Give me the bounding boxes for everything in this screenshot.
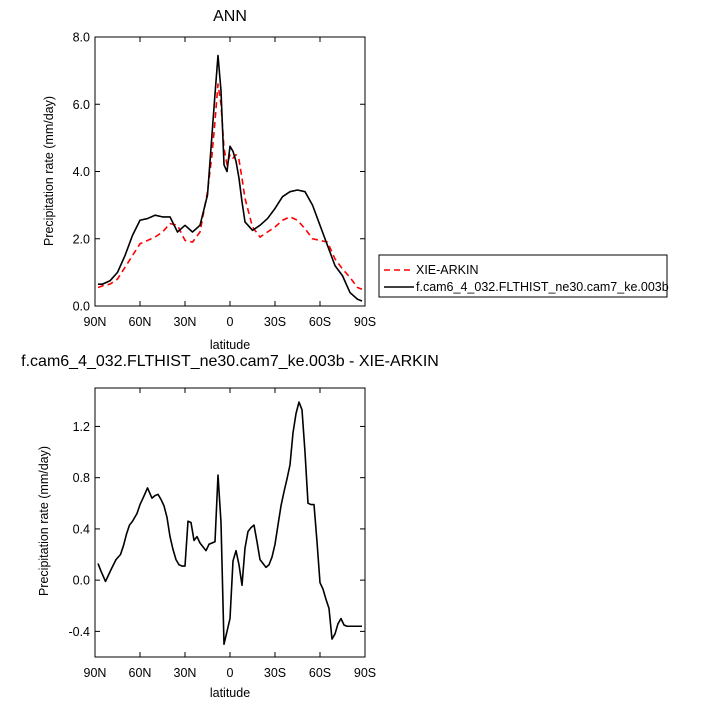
top-x-tick-label: 90N (84, 315, 107, 329)
top-y-tick-label: 6.0 (73, 98, 90, 112)
bottom-series-group (97, 401, 362, 645)
bottom-x-tick-label: 60N (129, 666, 152, 680)
bottom-y-tick-label: 0.8 (73, 471, 90, 485)
bottom-panel: f.cam6_4_032.FLTHIST_ne30.cam7_ke.003b -… (21, 353, 439, 700)
legend-label-xie-arkin: XIE-ARKIN (416, 263, 479, 277)
bottom-y-ticks: -0.4 0.0 0.4 0.8 1.2 (68, 420, 365, 639)
bottom-x-ticks: 90N 60N 30N 0 30S 60S 90S (84, 388, 376, 680)
bottom-x-tick-label: 30N (174, 666, 197, 680)
top-x-tick-label: 30N (174, 315, 197, 329)
bottom-chart-title: f.cam6_4_032.FLTHIST_ne30.cam7_ke.003b -… (21, 353, 439, 370)
top-series-line-0 (97, 83, 363, 290)
bottom-series-line-0 (97, 401, 362, 645)
top-x-tick-label: 90S (354, 315, 376, 329)
bottom-x-tick-label: 0 (227, 666, 234, 680)
legend: XIE-ARKIN f.cam6_4_032.FLTHIST_ne30.cam7… (378, 254, 669, 298)
top-panel: ANN 90N 60N 30N 0 30S 60S 90S 0.02.04.06.08.0 … (42, 8, 669, 352)
top-y-tick-label: 4.0 (73, 165, 90, 179)
bottom-y-axis-label: Precipitation rate (mm/day) (37, 446, 51, 596)
legend-box (378, 254, 668, 298)
top-chart-title: ANN (213, 8, 247, 25)
top-x-tick-label: 0 (227, 315, 234, 329)
bottom-x-tick-label: 30S (264, 666, 286, 680)
top-y-axis-label: Precipitation rate (mm/day) (42, 96, 56, 246)
legend-label-model: f.cam6_4_032.FLTHIST_ne30.cam7_ke.003b (416, 280, 669, 294)
top-x-tick-label: 60N (129, 315, 152, 329)
bottom-x-axis-label: latitude (210, 686, 250, 700)
top-y-tick-label: 8.0 (73, 31, 90, 45)
top-x-tick-label: 30S (264, 315, 286, 329)
bottom-x-tick-label: 60S (309, 666, 331, 680)
top-plot-frame (94, 36, 366, 307)
bottom-x-tick-label: 90S (354, 666, 376, 680)
top-y-ticks: 0.0 2.0 4.0 6.0 8.0 (73, 31, 365, 314)
top-x-tick-label: 60S (309, 315, 331, 329)
bottom-x-tick-label: 90N (84, 666, 107, 680)
top-series-group (97, 54, 363, 302)
top-series-line-1 (98, 54, 363, 302)
top-x-axis-label: latitude (210, 338, 250, 352)
bottom-y-tick-label: 1.2 (73, 420, 90, 434)
bottom-y-tick-label: 0.4 (73, 522, 90, 536)
top-y-tick-label: 0.0 (73, 300, 90, 314)
top-y-tick-label: 2.0 (73, 232, 90, 246)
bottom-y-tick-label: -0.4 (68, 625, 90, 639)
bottom-y-tick-label: 0.0 (73, 574, 90, 588)
top-x-ticks: 90N 60N 30N 0 30S 60S 90S (84, 37, 376, 329)
